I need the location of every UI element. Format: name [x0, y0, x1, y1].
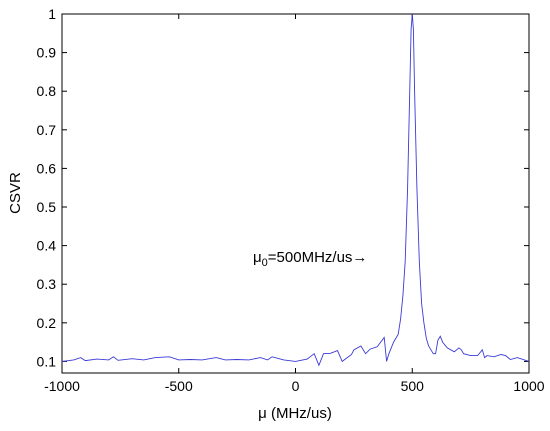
x-tick-label: -1000 — [44, 378, 80, 394]
x-tick-label: -500 — [165, 378, 193, 394]
annotation-label: μ0=500MHz/us→ — [253, 249, 367, 269]
annotation-value: =500MHz/us — [268, 249, 353, 266]
axis-ticks: -1000 -500 0 500 1000 0.1 0.2 0.3 0.4 0.5 0.6 0.7 0.… — [37, 6, 545, 394]
annotation-subscript: 0 — [262, 257, 268, 269]
plot-area — [61, 13, 530, 374]
x-tick-label: 1000 — [513, 378, 544, 394]
annotation-arrow: → — [352, 249, 367, 266]
y-tick-label: 0.6 — [37, 160, 57, 176]
x-tick-label: 0 — [292, 378, 300, 394]
y-tick-label: 1 — [48, 6, 56, 22]
annotation-mu: μ — [253, 249, 262, 266]
x-tick-label: 500 — [401, 378, 425, 394]
y-tick-label: 0.1 — [37, 353, 57, 369]
y-tick-label: 0.2 — [37, 315, 57, 331]
y-tick-label: 0.4 — [37, 238, 57, 254]
y-tick-label: 0.7 — [37, 122, 57, 138]
series-line-0 — [61, 13, 530, 367]
y-tick-label: 0.9 — [37, 45, 57, 61]
y-tick-label: 0.8 — [37, 83, 57, 99]
y-axis-label: CSVR — [7, 172, 24, 214]
peak-annotation: μ0=500MHz/us→ — [253, 249, 367, 269]
y-tick-label: 0.5 — [37, 199, 57, 215]
y-tick-label: 0.3 — [37, 276, 57, 292]
x-axis-label: μ (MHz/us) — [258, 405, 332, 422]
series-group — [61, 13, 530, 367]
